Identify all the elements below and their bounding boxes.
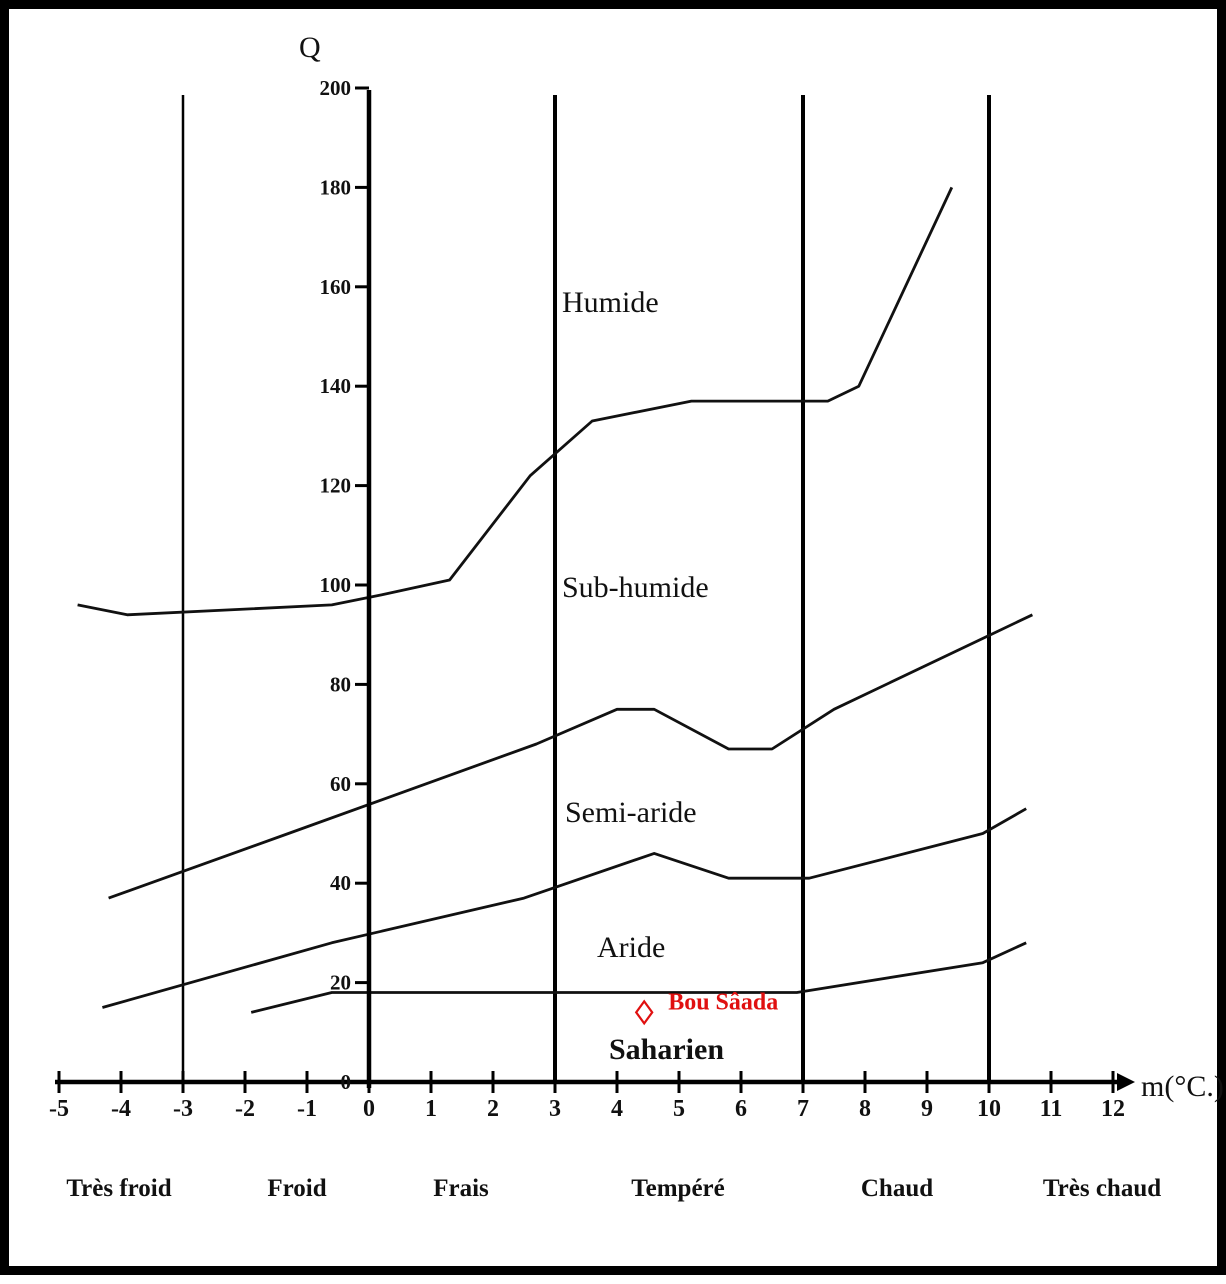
y-tick-label: 100 bbox=[320, 573, 352, 597]
class-label-frais: Frais bbox=[433, 1175, 489, 1202]
boundary-curve-1 bbox=[77, 186, 954, 617]
x-tick-label: 2 bbox=[487, 1096, 499, 1122]
y-tick-label: 140 bbox=[320, 374, 352, 398]
x-tick-label: 10 bbox=[977, 1096, 1001, 1122]
zone-label-aride: Aride bbox=[597, 931, 665, 964]
y-tick-label: 160 bbox=[320, 275, 352, 299]
y-ticks: 0 20 40 60 80 100 120 140 160 180 200 bbox=[320, 76, 369, 1094]
y-tick-label: 180 bbox=[320, 175, 352, 199]
x-tick-label: 6 bbox=[735, 1096, 747, 1122]
x-tick-label: 12 bbox=[1101, 1096, 1125, 1122]
y-tick-label: 20 bbox=[330, 971, 351, 995]
boundary-curve-3 bbox=[102, 807, 1027, 1009]
vertical-lines bbox=[181, 95, 991, 1082]
class-label-tres-chaud: Très chaud bbox=[1043, 1175, 1161, 1202]
y-tick-label: 40 bbox=[330, 871, 351, 895]
x-tick-label: 8 bbox=[859, 1096, 871, 1122]
x-tick-label: 1 bbox=[425, 1096, 437, 1122]
x-tick-label: 4 bbox=[611, 1096, 623, 1122]
station-marker-label: Bou Sâada bbox=[668, 989, 778, 1015]
x-tick-label: -5 bbox=[49, 1096, 69, 1122]
class-label-tempere: Tempéré bbox=[631, 1175, 725, 1202]
zone-label-saharien: Saharien bbox=[609, 1033, 724, 1066]
x-tick-label: 7 bbox=[797, 1096, 809, 1122]
class-label-froid: Froid bbox=[267, 1175, 326, 1202]
x-axis-title: m(°C.) bbox=[1141, 1070, 1224, 1103]
y-tick-label: 200 bbox=[320, 76, 352, 100]
climagram-chart: 0 20 40 60 80 100 120 140 160 180 200 -5 -4 -3 -2 -1 0 1… bbox=[49, 31, 1224, 1202]
y-tick-label: 0 bbox=[341, 1070, 352, 1094]
x-tick-label: -4 bbox=[111, 1096, 131, 1122]
x-tick-label: 0 bbox=[363, 1096, 375, 1122]
y-tick-label: 60 bbox=[330, 772, 351, 796]
zone-label-humide: Humide bbox=[562, 286, 659, 319]
x-tick-label: -1 bbox=[297, 1096, 317, 1122]
axes bbox=[55, 90, 1135, 1091]
class-label-tres-froid: Très froid bbox=[66, 1175, 171, 1202]
station-marker bbox=[634, 999, 654, 1026]
boundary-curve-4 bbox=[250, 941, 1027, 1014]
y-tick-label: 120 bbox=[320, 474, 352, 498]
x-tick-label: -2 bbox=[235, 1096, 255, 1122]
x-tick-label: 9 bbox=[921, 1096, 933, 1122]
x-tick-label: -3 bbox=[173, 1096, 193, 1122]
x-axis-arrow bbox=[1117, 1073, 1135, 1091]
zone-label-sub-humide: Sub-humide bbox=[562, 571, 709, 604]
x-tick-label: 3 bbox=[549, 1096, 561, 1122]
x-tick-label: 11 bbox=[1040, 1096, 1063, 1122]
zone-label-semi-aride: Semi-aride bbox=[565, 796, 697, 829]
x-ticks: -5 -4 -3 -2 -1 0 1 2 3 4 5 6 7 8 9 10 11 12 bbox=[49, 1071, 1125, 1122]
class-label-chaud: Chaud bbox=[861, 1175, 933, 1202]
y-axis-title: Q bbox=[299, 31, 321, 64]
x-tick-label: 5 bbox=[673, 1096, 685, 1122]
y-tick-label: 80 bbox=[330, 672, 351, 696]
station-marker-diamond bbox=[634, 999, 654, 1026]
